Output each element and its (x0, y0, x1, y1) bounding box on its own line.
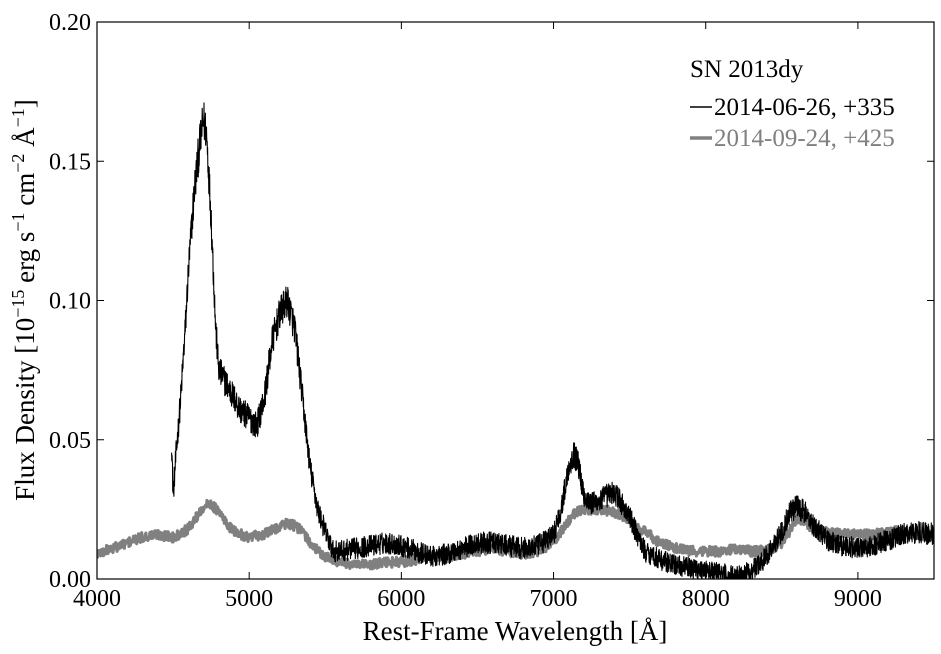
series-layer (97, 102, 934, 579)
y-tick-label: 0.20 (49, 10, 91, 36)
x-tick-label: 9000 (834, 586, 882, 612)
x-tick-label: 4000 (73, 586, 121, 612)
y-tick-label: 0.15 (49, 149, 91, 175)
y-axis-title: Flux Density [10−15 erg s−1 cm−2 Å−1] (8, 99, 40, 501)
x-tick-label: 5000 (225, 586, 273, 612)
legend: SN 2013dy 2014-06-26, +335 2014-09-24, +… (690, 56, 895, 152)
x-axis-title: Rest-Frame Wavelength [Å] (363, 616, 668, 646)
legend-label-series-1: 2014-06-26, +335 (714, 94, 895, 121)
ticks-layer: 4000 5000 6000 7000 8000 9000 0.00 0.05 0.10 0.15… (49, 10, 934, 612)
series-line-335 (171, 102, 934, 579)
x-tick-label: 6000 (377, 586, 425, 612)
legend-title: SN 2013dy (690, 56, 804, 83)
legend-label-series-2: 2014-09-24, +425 (714, 125, 895, 152)
y-tick-label: 0.00 (49, 567, 91, 593)
y-tick-label: 0.10 (49, 289, 91, 315)
y-tick-label: 0.05 (49, 428, 91, 454)
x-tick-label: 7000 (530, 586, 578, 612)
x-tick-label: 8000 (682, 586, 730, 612)
